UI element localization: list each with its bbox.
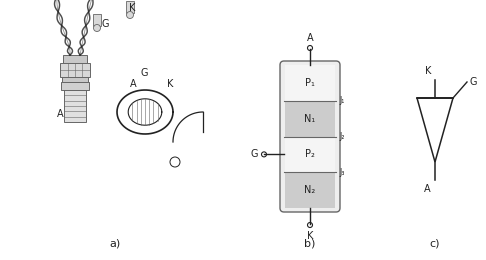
Bar (63, 55, 87, 63)
Circle shape (126, 11, 134, 18)
Circle shape (308, 46, 312, 50)
Text: J₁: J₁ (339, 96, 344, 105)
Circle shape (308, 223, 312, 228)
Text: A: A (424, 184, 431, 194)
Text: c): c) (430, 238, 440, 248)
Text: G: G (101, 19, 108, 29)
Bar (93, 14, 101, 26)
Text: A: A (130, 79, 137, 89)
Text: b): b) (304, 238, 316, 248)
Text: K: K (129, 3, 136, 13)
Circle shape (170, 157, 180, 167)
Bar (285, 172, 335, 208)
Bar (285, 101, 335, 136)
Text: K: K (167, 79, 174, 89)
Text: J₃: J₃ (339, 168, 345, 177)
Text: P₂: P₂ (305, 150, 315, 159)
Text: J₂: J₂ (339, 132, 345, 141)
Text: N₂: N₂ (304, 185, 315, 195)
Text: G: G (140, 68, 147, 78)
Bar (126, 1, 134, 13)
Text: K: K (425, 66, 431, 76)
Text: N₁: N₁ (304, 114, 315, 124)
Text: G: G (469, 77, 476, 87)
FancyBboxPatch shape (280, 61, 340, 212)
Bar (64, 90, 86, 122)
Bar (62, 77, 88, 82)
Text: G: G (250, 150, 258, 159)
Bar (285, 65, 335, 101)
Text: a): a) (109, 238, 121, 248)
Circle shape (93, 24, 101, 31)
Bar (285, 136, 335, 172)
Text: P₁: P₁ (305, 78, 315, 88)
Text: A: A (307, 33, 313, 43)
Text: A: A (57, 109, 64, 119)
Bar (60, 63, 90, 77)
Circle shape (261, 152, 266, 157)
Bar (61, 82, 89, 90)
Text: K: K (307, 231, 313, 241)
